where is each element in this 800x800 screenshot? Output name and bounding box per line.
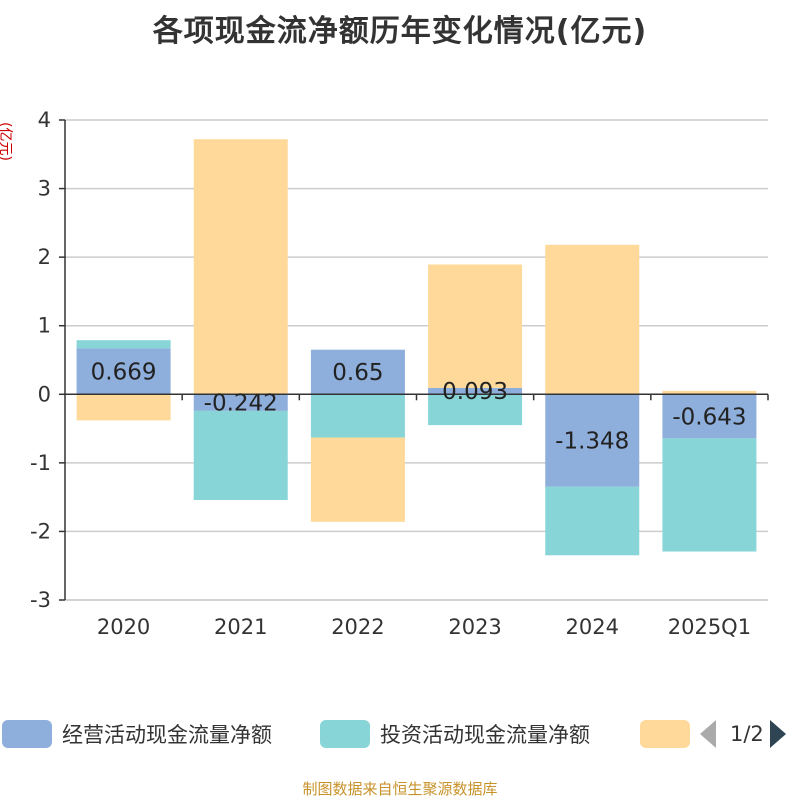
grid-lines (65, 119, 768, 601)
legend-swatch-financing (640, 720, 690, 748)
legend-swatch-operating (2, 720, 52, 748)
legend-label-operating: 经营活动现金流量净额 (62, 723, 272, 747)
x-tick-label-2024: 2024 (566, 615, 619, 639)
x-tick-label-2021: 2021 (214, 615, 267, 639)
x-tick-label-2025Q1: 2025Q1 (668, 615, 751, 639)
bar-operating-2023 (428, 387, 523, 395)
legend-next-icon[interactable] (769, 720, 786, 748)
bar-operating-2021 (193, 394, 288, 411)
bar-investing-2020 (76, 340, 171, 349)
data-label-2020: 0.669 (91, 359, 157, 385)
y-tick-label--1: -1 (30, 451, 51, 475)
bar-financing-2024 (545, 244, 640, 395)
legend-item-financing[interactable] (640, 716, 700, 752)
legend-swatch-investing (320, 720, 370, 748)
bar-investing-2023 (428, 394, 523, 426)
bar-operating-2020 (76, 348, 171, 395)
bar-investing-2024 (545, 486, 640, 556)
legend-prev-icon[interactable] (700, 720, 716, 748)
legend-item-investing[interactable]: 投资活动现金流量净额 (320, 716, 590, 752)
bar-investing-2022 (310, 394, 405, 438)
legend-item-operating[interactable]: 经营活动现金流量净额 (2, 716, 272, 752)
legend: 经营活动现金流量净额 投资活动现金流量净额 1/2 (0, 716, 800, 752)
y-tick-label-3: 3 (38, 177, 51, 201)
bar-financing-2025Q1 (662, 390, 757, 395)
bar-operating-2024 (545, 394, 640, 487)
y-tick-label--2: -2 (30, 519, 51, 543)
x-tick-label-2022: 2022 (331, 615, 384, 639)
legend-label-investing: 投资活动现金流量净额 (380, 723, 590, 747)
legend-pager: 1/2 (700, 716, 786, 752)
y-tick-label-1: 1 (38, 314, 51, 338)
bar-operating-2025Q1 (662, 394, 757, 439)
x-tick-label-2020: 2020 (97, 615, 150, 639)
cash-flow-chart: -3 -2 -1 0 1 2 3 4 2020 2021 2022 2023 2024 2025Q1 0.… (30, 108, 769, 639)
bar-financing-2021 (193, 139, 288, 395)
bars (76, 139, 757, 556)
y-tick-label--3: -3 (30, 588, 51, 612)
data-source-note: 制图数据来自恒生聚源数据库 (302, 780, 498, 798)
bar-financing-2023 (428, 264, 523, 388)
data-labels: 0.669 -0.242 0.65 0.093 -1.348 -0.643 (91, 359, 747, 454)
data-label-2023: 0.093 (442, 379, 508, 405)
legend-page-indicator: 1/2 (730, 722, 764, 746)
y-tick-label-2: 2 (38, 245, 51, 269)
bar-operating-2022 (310, 349, 405, 395)
data-label-2025Q1: -0.643 (672, 404, 746, 430)
bar-financing-2020 (76, 394, 171, 421)
x-tick-label-2023: 2023 (448, 615, 501, 639)
y-tick-label-4: 4 (38, 108, 51, 132)
chart-title: 各项现金流净额历年变化情况(亿元) (152, 14, 648, 49)
y-tick-label-0: 0 (38, 382, 51, 406)
axes: -3 -2 -1 0 1 2 3 4 2020 2021 2022 2023 2024 2025Q1 (30, 108, 769, 639)
data-label-2024: -1.348 (555, 429, 629, 455)
bar-investing-2025Q1 (662, 438, 757, 552)
data-label-2022: 0.65 (332, 360, 383, 386)
bar-investing-2021 (193, 410, 288, 501)
data-label-2021: -0.242 (204, 391, 278, 417)
bar-financing-2022 (310, 437, 405, 522)
